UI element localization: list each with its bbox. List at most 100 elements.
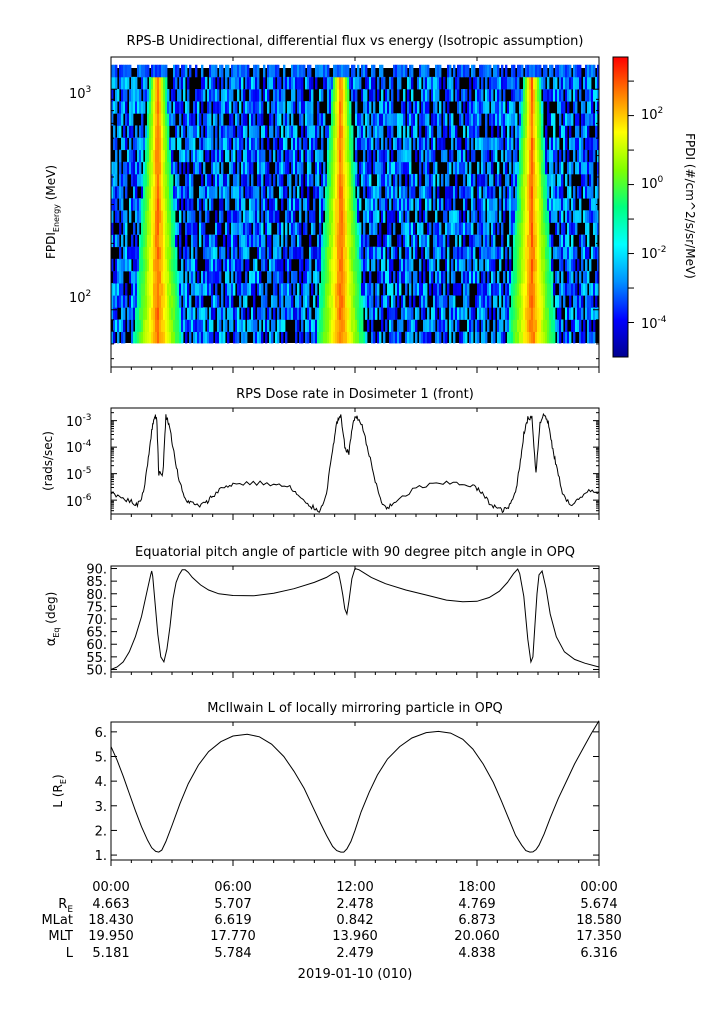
spectrogram-cell: [251, 186, 254, 199]
spectrogram-cell: [159, 295, 162, 308]
spectrogram-cell: [213, 113, 216, 126]
spectrogram-cell: [315, 137, 318, 151]
spectrogram-cell: [367, 234, 370, 248]
spectrogram-cell: [147, 101, 150, 114]
spectrogram-cell: [445, 89, 448, 102]
spectrogram-cell: [367, 258, 370, 272]
spectrogram-cell: [121, 198, 124, 211]
spectrogram-cell: [203, 222, 206, 235]
spectrogram-cell: [195, 101, 198, 114]
spectrogram-cell: [577, 125, 580, 138]
spectrogram-cell: [147, 283, 150, 296]
spectrogram-cell: [529, 331, 532, 344]
spectrogram-cell: [495, 137, 498, 151]
spectrogram-cell: [477, 283, 480, 296]
spectrogram-cell: [565, 258, 568, 272]
spectrogram-cell: [381, 198, 384, 211]
spectrogram-cell: [161, 89, 164, 102]
spectrogram-cell: [379, 64, 382, 78]
spectrogram-cell: [543, 283, 546, 296]
spectrogram-cell: [349, 198, 352, 211]
pitch-ticks: [110, 566, 600, 678]
spectrogram-cell: [249, 283, 252, 296]
spectrogram-cell: [569, 64, 572, 78]
spectrogram-cell: [173, 234, 176, 248]
spectrogram-cell: [335, 89, 338, 102]
spectrogram-cell: [589, 319, 592, 332]
spectrogram-cell: [257, 173, 260, 187]
spectrogram-cell: [527, 222, 530, 235]
spectrogram-cell: [127, 246, 130, 260]
spectrogram-cell: [423, 270, 426, 284]
spectrogram-cell: [545, 307, 548, 320]
spectrogram-cell: [165, 283, 168, 296]
spectrogram-cell: [359, 258, 362, 272]
spectrogram-cell: [339, 307, 342, 320]
spectrogram-cell: [467, 149, 470, 163]
spectrogram-cell: [479, 258, 482, 272]
spectrogram-cell: [469, 113, 472, 126]
spectrogram-cell: [221, 186, 224, 199]
spectrogram-cell: [145, 125, 148, 138]
spectrogram-cell: [347, 173, 350, 187]
spectrogram-cell: [189, 319, 192, 332]
spectrogram-cell: [385, 295, 388, 308]
spectrogram-cell: [173, 113, 176, 126]
spectrogram-cell: [549, 331, 552, 344]
spectrogram-cell: [327, 149, 330, 163]
spectrogram-cell: [537, 258, 540, 272]
spectrogram-cell: [293, 307, 296, 320]
spectrogram-cell: [121, 137, 124, 151]
spectrogram-cell: [355, 295, 358, 308]
spectrogram-cell: [479, 307, 482, 320]
spectrogram-cell: [285, 113, 288, 126]
spectrogram-cell: [427, 64, 430, 78]
spectrogram-cell: [289, 149, 292, 163]
spectrogram-cell: [145, 283, 148, 296]
spectrogram-cell: [311, 113, 314, 126]
spectrogram-cell: [159, 89, 162, 102]
spectrogram-cell: [331, 222, 334, 235]
spectrogram-cell: [485, 76, 488, 90]
spectrogram-cell: [379, 270, 382, 284]
spectrogram-cell: [447, 64, 450, 78]
spectrogram-cell: [529, 198, 532, 211]
spectrogram-cell: [195, 222, 198, 235]
spectrogram-cell: [429, 198, 432, 211]
spectrogram-cell: [427, 113, 430, 126]
spectrogram-cell: [515, 246, 518, 260]
spectrogram-cell: [423, 76, 426, 90]
spectrogram-cell: [241, 258, 244, 272]
spectrogram-cell: [299, 113, 302, 126]
spectrogram-cell: [597, 186, 599, 199]
spectrogram-cell: [409, 331, 412, 344]
spectrogram-cell: [167, 307, 170, 320]
spectrogram-cell: [343, 319, 346, 332]
spectrogram-cell: [535, 283, 538, 296]
spectrogram-cell: [335, 76, 338, 90]
spectrogram-cell: [345, 161, 348, 175]
spectrogram-cell: [575, 137, 578, 151]
pitch-title: Equatorial pitch angle of particle with …: [135, 545, 575, 560]
spectrogram-cell: [129, 210, 132, 223]
spectrogram-cell: [125, 210, 128, 223]
spectrogram-cell: [337, 319, 340, 332]
y-tick-label: 50.: [86, 663, 107, 678]
spectrogram-cell: [477, 125, 480, 138]
spectrogram-cell: [163, 137, 166, 151]
spectrogram-cell: [327, 137, 330, 151]
spectrogram-cell: [187, 246, 190, 260]
spectrogram-cell: [419, 64, 422, 78]
spectrogram-cell: [377, 113, 380, 126]
spectrogram-cell: [111, 283, 114, 296]
spectrogram-cell: [391, 101, 394, 114]
spectrogram-cell: [175, 234, 178, 248]
spectrogram-cell: [275, 198, 278, 211]
spectrogram-cell: [253, 222, 256, 235]
spectrogram-cell: [291, 161, 294, 175]
dose-line: [110, 412, 600, 514]
spectrogram-cell: [207, 283, 210, 296]
spectrogram-cell: [149, 161, 152, 175]
spectrogram-cell: [451, 125, 454, 138]
spectrogram-cell: [155, 186, 158, 199]
